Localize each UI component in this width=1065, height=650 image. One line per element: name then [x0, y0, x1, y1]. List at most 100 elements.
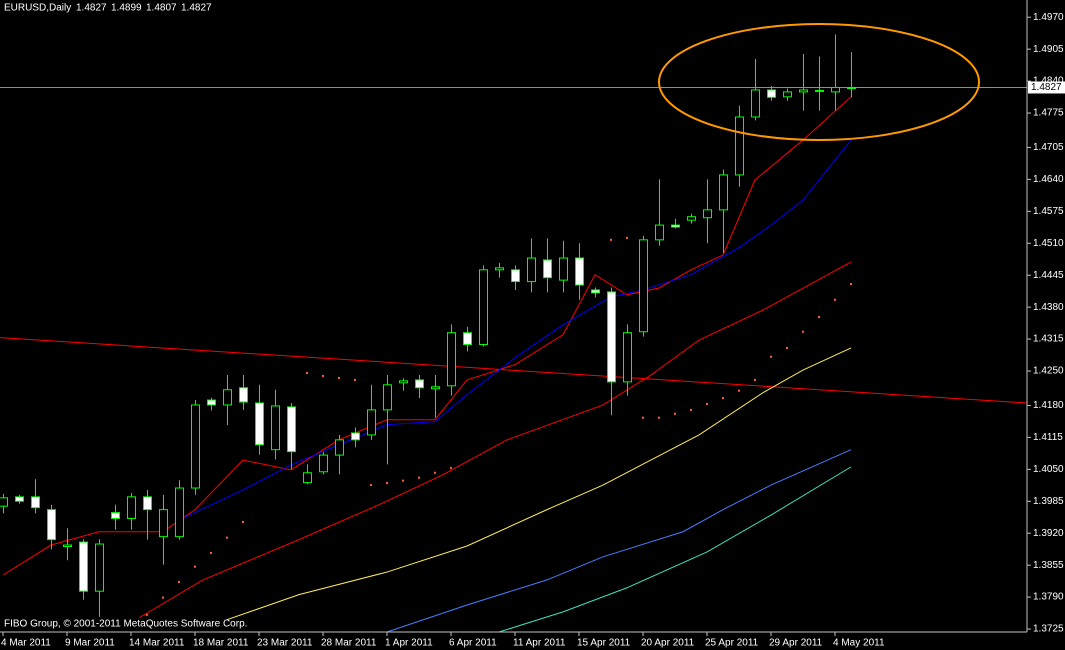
candle-body	[383, 384, 392, 411]
candle-body	[95, 543, 104, 592]
sar-dot	[610, 238, 612, 241]
candle-body	[703, 209, 712, 219]
x-tick-label: 1 Apr 2011	[385, 638, 433, 649]
candle-body	[287, 406, 296, 453]
candle-body	[655, 224, 664, 241]
moving-average	[138, 261, 852, 619]
sar-dot	[450, 466, 452, 469]
price-label-box	[1028, 81, 1065, 94]
y-tick-label: 1.4510	[1033, 238, 1064, 249]
sar-dot	[754, 378, 756, 381]
x-tick-label: 18 Mar 2011	[193, 638, 249, 649]
symbol-title: EURUSD,Daily	[4, 3, 71, 14]
candle-body	[607, 291, 616, 383]
candle-body	[191, 404, 200, 489]
candle-body	[543, 259, 552, 279]
sar-dot	[226, 536, 228, 539]
candle-body	[591, 289, 600, 294]
x-tick-label: 9 Mar 2011	[65, 638, 115, 649]
y-tick-label: 1.4115	[1033, 432, 1063, 443]
candle-body	[575, 257, 584, 286]
candle-body	[0, 497, 8, 507]
x-tick-label: 4 Mar 2011	[1, 638, 51, 649]
sar-dot	[370, 484, 372, 487]
candle-body	[767, 89, 776, 98]
candle-body	[783, 91, 792, 98]
candle-body	[735, 116, 744, 176]
candle-body	[639, 239, 648, 333]
y-tick-label: 1.4970	[1033, 12, 1064, 23]
y-tick-label: 1.4050	[1033, 464, 1064, 475]
candle-body	[751, 89, 760, 118]
candle-body	[127, 496, 136, 519]
sar-dot	[338, 376, 340, 379]
sar-dot	[738, 389, 740, 392]
sar-dot	[834, 298, 836, 301]
sar-dot	[850, 283, 852, 286]
y-tick-label: 1.3790	[1033, 592, 1064, 603]
header-close: 1.4827	[181, 3, 212, 14]
moving-average	[178, 139, 852, 521]
candle-body	[527, 257, 536, 283]
sar-dot	[210, 551, 212, 554]
moving-average	[386, 449, 852, 632]
y-tick-label: 1.4705	[1033, 142, 1064, 153]
x-tick-label: 29 Apr 2011	[769, 638, 823, 649]
moving-average	[498, 466, 852, 632]
sar-dot	[178, 580, 180, 583]
x-tick-label: 11 Apr 2011	[513, 638, 566, 649]
candle-body	[399, 380, 408, 384]
y-tick-label: 1.3725	[1033, 624, 1064, 635]
candle-body	[319, 454, 328, 473]
x-tick-label: 6 Apr 2011	[449, 638, 497, 649]
moving-average	[226, 347, 852, 621]
sar-dot	[786, 346, 788, 349]
candle-body	[79, 541, 88, 592]
candle-body	[671, 224, 680, 228]
y-tick-label: 1.4840	[1033, 76, 1064, 87]
sar-dot	[706, 402, 708, 405]
candle-body	[47, 509, 56, 541]
trendline	[0, 337, 1027, 404]
sar-dot	[690, 408, 692, 411]
sar-dot	[386, 482, 388, 485]
sar-dot	[242, 520, 244, 523]
y-tick-label: 1.4250	[1033, 366, 1064, 377]
y-tick-label: 1.4775	[1033, 108, 1064, 119]
sar-dot	[194, 565, 196, 568]
y-tick-label: 1.4315	[1033, 334, 1064, 345]
candle-body	[207, 399, 216, 406]
sar-dot	[418, 476, 420, 479]
candle-body	[463, 332, 472, 346]
candle-body	[351, 432, 360, 441]
candle-body	[495, 267, 504, 271]
sar-dot	[818, 315, 820, 318]
x-tick-label: 20 Apr 2011	[641, 638, 695, 649]
sar-dot	[802, 330, 804, 333]
x-tick-label: 25 Apr 2011	[705, 638, 759, 649]
y-tick-label: 1.3855	[1033, 560, 1064, 571]
candle-body	[335, 439, 344, 456]
moving-average	[2, 96, 852, 576]
x-tick-label: 4 May 2011	[833, 638, 885, 649]
candle-body	[799, 89, 808, 93]
x-tick-label: 14 Mar 2011	[129, 638, 185, 649]
candle-body	[175, 487, 184, 538]
candle-body	[111, 512, 120, 519]
candle-body	[143, 496, 152, 511]
sar-dot	[722, 397, 724, 400]
candle-body	[63, 544, 72, 547]
candle-body	[719, 174, 728, 211]
y-tick-label: 1.4575	[1033, 206, 1064, 217]
sar-dot	[322, 374, 324, 377]
plot-area	[0, 34, 1027, 632]
candle-body	[447, 332, 456, 387]
candle-body	[239, 387, 248, 403]
candle-body	[303, 472, 312, 484]
highlight-ellipse	[658, 23, 980, 141]
x-tick-label: 15 Apr 2011	[577, 638, 631, 649]
candle-body	[415, 379, 424, 389]
